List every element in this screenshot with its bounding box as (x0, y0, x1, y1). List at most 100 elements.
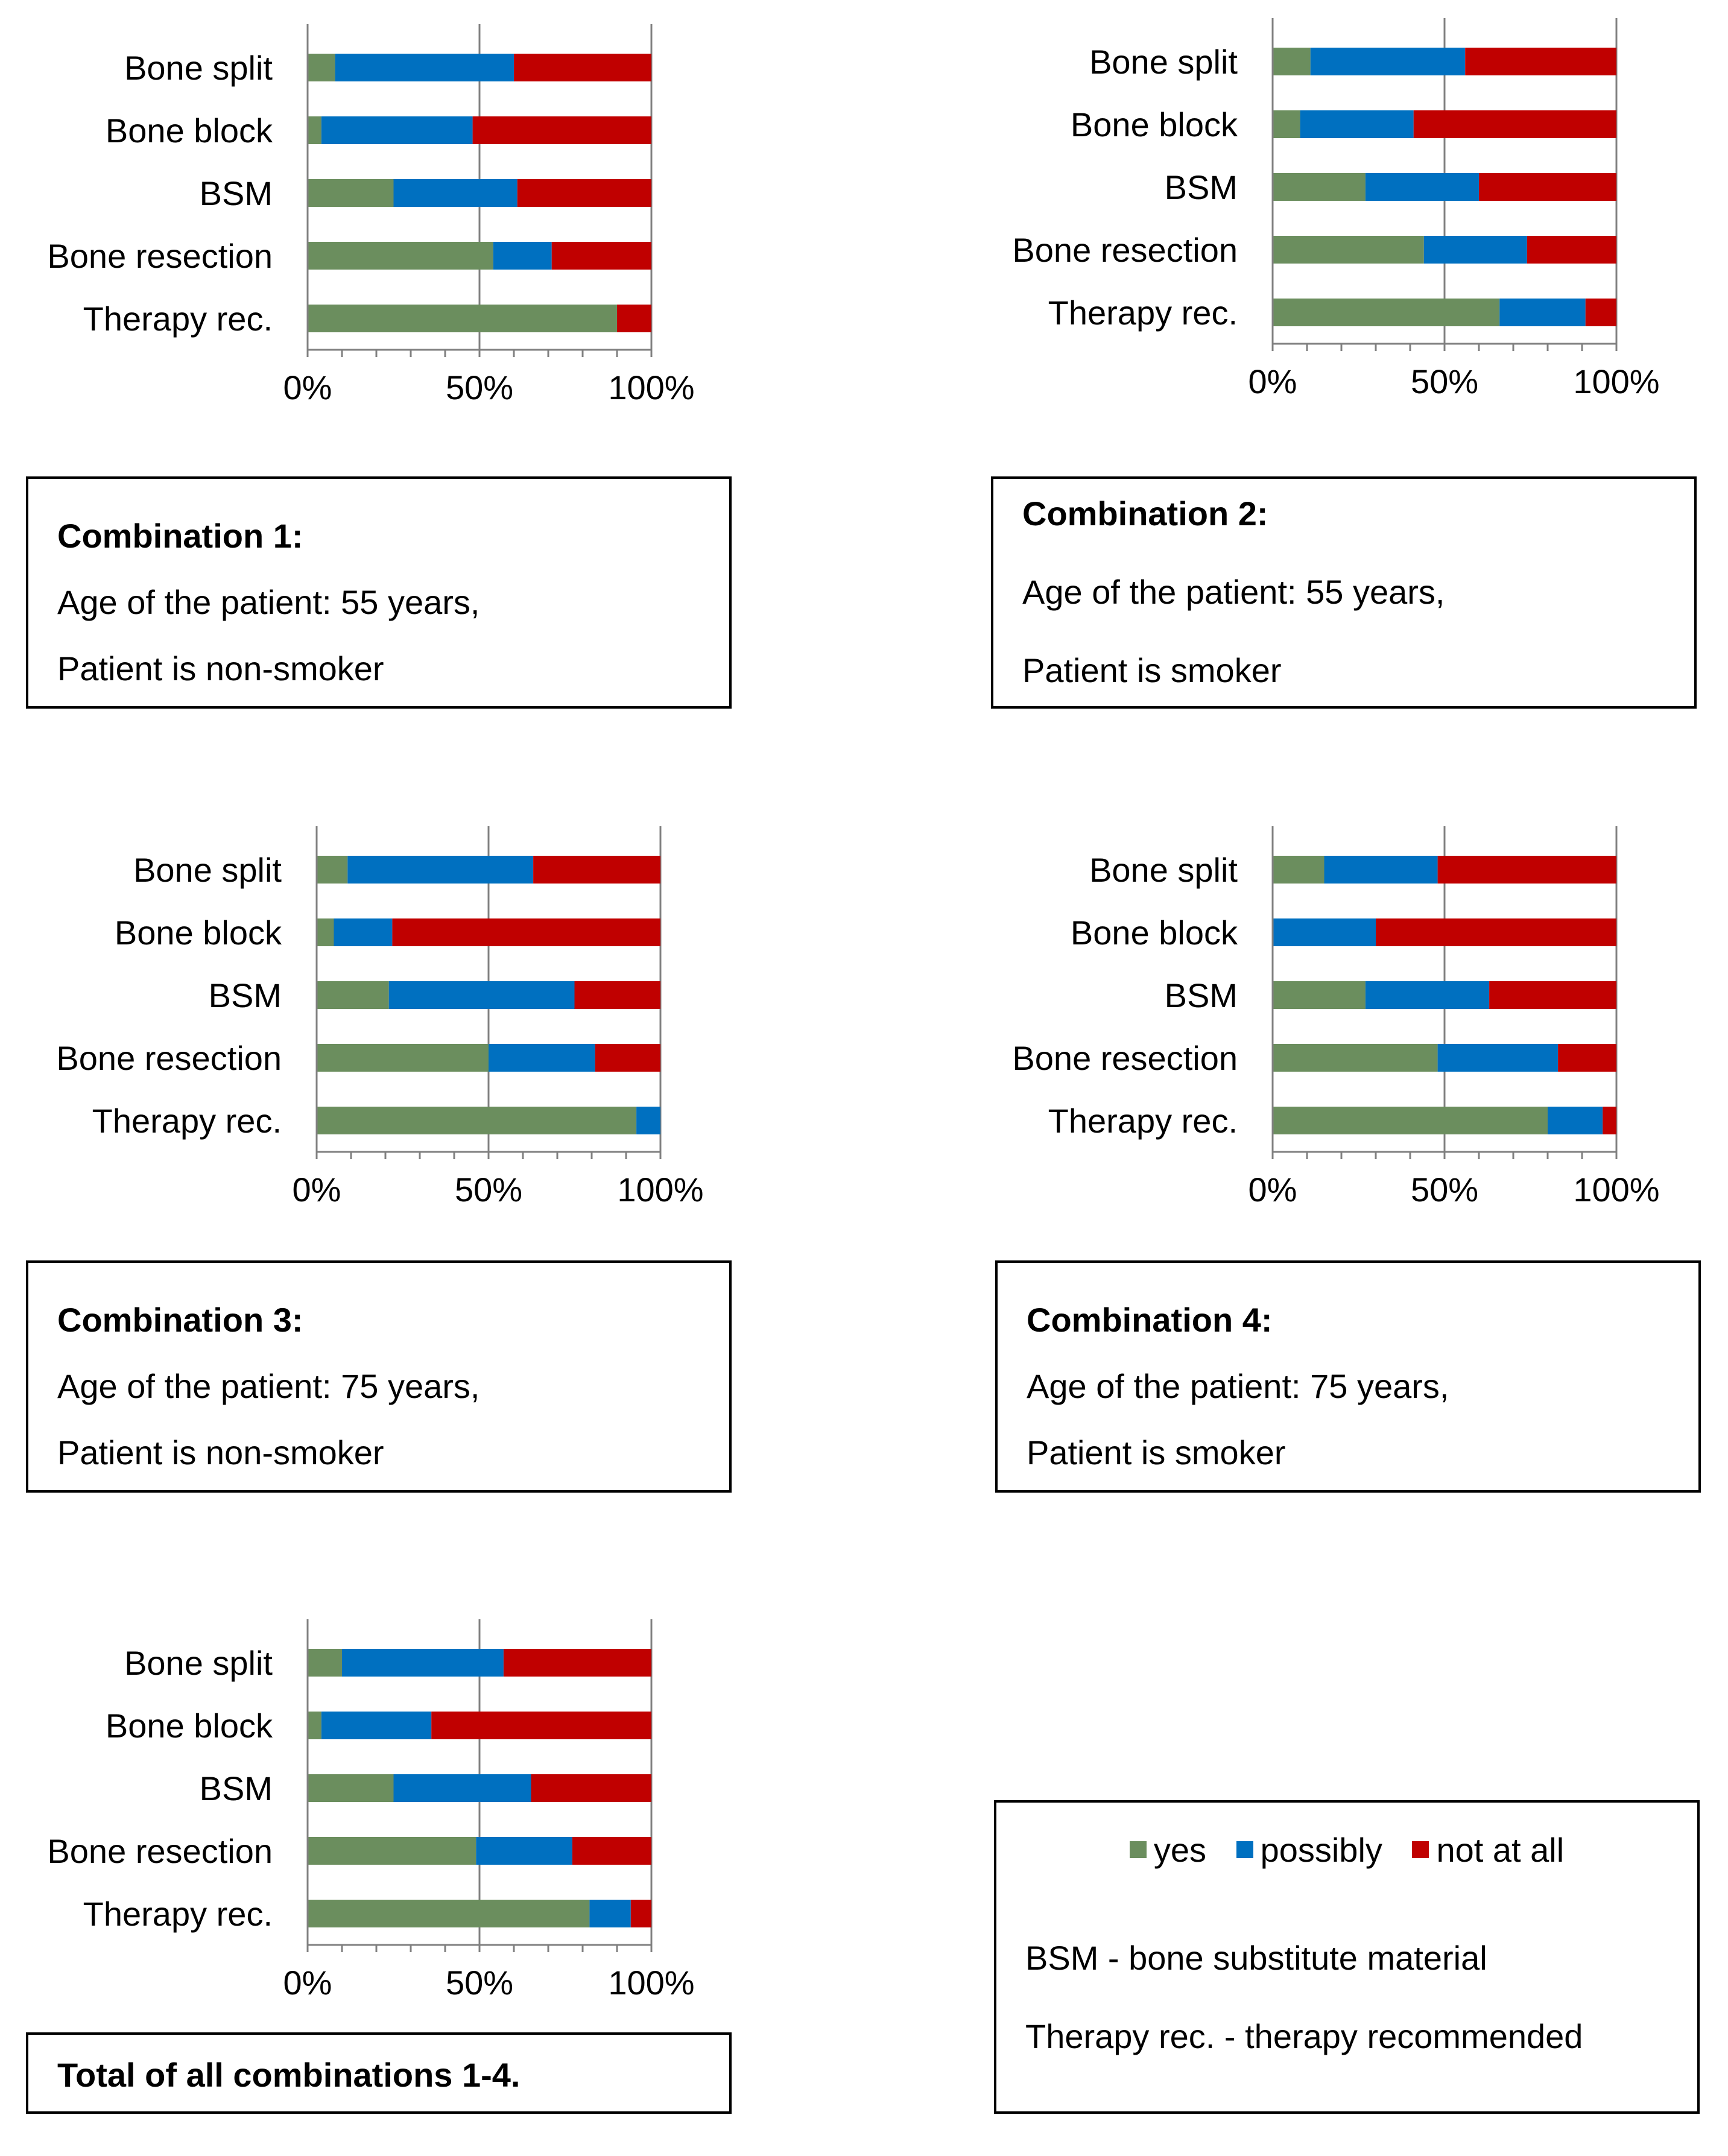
x-tick-label: 100% (608, 368, 694, 406)
combination-3-title: Combination 3: (57, 1301, 303, 1339)
bar-bone-split-possibly (342, 1649, 504, 1677)
chart-total: Bone split Bone block BSM Bone resection The… (47, 1619, 695, 2002)
x-tick-label: 100% (608, 1964, 694, 2002)
bar-therapy-rec-yes (1273, 299, 1500, 326)
bar-bone-resection-possibly (493, 242, 552, 270)
category-label-bone-block: Bone block (1071, 106, 1238, 144)
combination-3-box: Combination 3: Age of the patient: 75 ye… (26, 1260, 732, 1493)
x-tick-label: 50% (446, 368, 513, 406)
legend-swatch-not-at-all (1412, 1841, 1429, 1858)
x-tick-label: 0% (293, 1171, 341, 1209)
combination-3-smoker: Patient is non-smoker (57, 1434, 384, 1472)
combination-1-title: Combination 1: (57, 517, 303, 555)
bar-bone-split-not-at-all (533, 856, 660, 884)
category-label-bone-block: Bone block (106, 1707, 273, 1745)
bar-bone-block-yes (317, 918, 334, 946)
bar-therapy-rec-not-at-all (617, 305, 651, 332)
legend-therapy-note: Therapy rec. - therapy recommended (1025, 2017, 1583, 2055)
category-label-bone-block: Bone block (1071, 914, 1238, 952)
combination-4-title: Combination 4: (1027, 1301, 1273, 1339)
combination-1-box: Combination 1: Age of the patient: 55 ye… (26, 476, 732, 709)
category-label-bone-resection: Bone resection (1012, 231, 1238, 269)
bar-therapy-rec-not-at-all (1585, 299, 1616, 326)
category-label-bsm: BSM (209, 976, 282, 1014)
category-label-therapy-rec: Therapy rec. (83, 1895, 273, 1933)
legend-label-yes: yes (1153, 1830, 1206, 1869)
bar-bone-block-not-at-all (1376, 918, 1616, 946)
x-tick-label: 50% (455, 1171, 522, 1209)
bar-therapy-rec-possibly (589, 1900, 631, 1927)
bar-bone-resection-possibly (489, 1044, 595, 1072)
bar-bsm-not-at-all (1479, 173, 1616, 201)
legend-swatch-yes (1129, 1841, 1147, 1858)
bar-bone-resection-yes (1273, 1044, 1438, 1072)
bar-therapy-rec-possibly (1548, 1107, 1603, 1134)
bar-bsm-not-at-all (517, 179, 651, 207)
bar-bsm-not-at-all (1489, 981, 1616, 1009)
category-label-bone-resection: Bone resection (47, 237, 273, 275)
chart-combination-3: Bone split Bone block BSM Bone resection The… (56, 826, 704, 1209)
bar-bone-block-yes (308, 116, 321, 144)
bar-bsm-yes (308, 179, 394, 207)
bar-bone-split-yes (1273, 856, 1324, 884)
category-label-therapy-rec: Therapy rec. (1048, 294, 1238, 332)
bar-bone-split-possibly (335, 54, 514, 81)
combination-4-age: Age of the patient: 75 years, (1027, 1367, 1449, 1405)
bar-bone-split-possibly (1324, 856, 1438, 884)
legend-row: yes possibly not at all (996, 1827, 1697, 1870)
bar-bone-resection-yes (317, 1044, 489, 1072)
bar-bone-block-possibly (1273, 918, 1376, 946)
bar-bone-resection-not-at-all (1527, 236, 1616, 264)
bar-bone-block-not-at-all (431, 1712, 651, 1739)
total-box: Total of all combinations 1-4. (26, 2032, 732, 2114)
bar-bone-resection-possibly (1437, 1044, 1559, 1072)
chart-combination-2: Bone split Bone block BSM Bone resection The… (1012, 18, 1660, 400)
category-label-bone-split: Bone split (1089, 851, 1238, 889)
bar-therapy-rec-yes (1273, 1107, 1548, 1134)
legend-label-not-at-all: not at all (1436, 1830, 1565, 1869)
bar-bone-split-yes (1273, 48, 1311, 75)
category-label-bone-block: Bone block (115, 914, 282, 952)
category-label-bone-split: Bone split (1089, 43, 1238, 81)
category-label-bsm: BSM (1165, 976, 1238, 1014)
category-label-bone-block: Bone block (106, 112, 273, 150)
bar-therapy-rec-not-at-all (630, 1900, 651, 1927)
legend-swatch-possibly (1236, 1841, 1253, 1858)
combination-4-smoker: Patient is smoker (1027, 1434, 1286, 1472)
category-label-therapy-rec: Therapy rec. (1048, 1102, 1238, 1140)
legend-item-yes: yes (1129, 1830, 1206, 1870)
bar-bsm-possibly (388, 981, 575, 1009)
x-tick-label: 0% (1249, 1171, 1297, 1209)
combination-4-box: Combination 4: Age of the patient: 75 ye… (995, 1260, 1701, 1493)
combination-2-age: Age of the patient: 55 years, (1022, 573, 1445, 611)
bar-bsm-yes (317, 981, 389, 1009)
category-label-therapy-rec: Therapy rec. (83, 300, 273, 338)
category-label-bsm: BSM (200, 174, 273, 212)
bar-bone-block-not-at-all (392, 918, 660, 946)
bar-therapy-rec-possibly (1499, 299, 1586, 326)
bar-bsm-possibly (1365, 173, 1479, 201)
bar-bsm-yes (308, 1774, 394, 1802)
bar-bone-split-yes (317, 856, 348, 884)
bar-bone-split-possibly (1310, 48, 1466, 75)
x-tick-label: 50% (1411, 362, 1478, 400)
bar-bsm-yes (1273, 173, 1366, 201)
bar-bone-resection-not-at-all (572, 1837, 651, 1865)
bar-bone-block-possibly (1300, 110, 1414, 138)
x-tick-label: 100% (617, 1171, 703, 1209)
x-tick-label: 100% (1573, 1171, 1659, 1209)
combination-1-smoker: Patient is non-smoker (57, 650, 384, 688)
x-tick-label: 50% (446, 1964, 513, 2002)
bar-bone-split-yes (308, 1649, 342, 1677)
combination-1-age: Age of the patient: 55 years, (57, 583, 480, 621)
bar-bone-block-not-at-all (1413, 110, 1616, 138)
x-tick-label: 100% (1573, 362, 1659, 400)
category-label-bsm: BSM (1165, 168, 1238, 206)
legend-label-possibly: possibly (1260, 1830, 1382, 1869)
bar-bone-split-not-at-all (1465, 48, 1616, 75)
legend-box: yes possibly not at all BSM - bone subst… (994, 1800, 1700, 2114)
combination-2-smoker: Patient is smoker (1022, 651, 1282, 689)
chart-combination-4: Bone split Bone block BSM Bone resection The… (1012, 826, 1660, 1209)
bar-bone-resection-not-at-all (595, 1044, 660, 1072)
bar-bone-resection-possibly (476, 1837, 572, 1865)
